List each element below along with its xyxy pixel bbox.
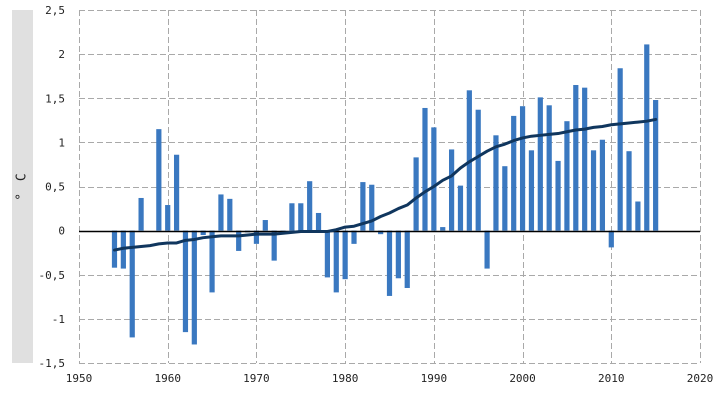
grid [79,10,701,364]
bar [156,129,162,231]
y-tick-label: 1 [58,136,65,149]
bar [218,194,224,231]
bar [484,230,490,269]
y-tick-label: 2,5 [45,4,65,17]
bar [182,230,189,333]
bar [599,139,606,231]
bar [289,203,295,231]
bar-series [111,44,659,345]
bar [369,184,375,231]
bar [298,203,304,231]
bar [608,230,614,248]
bar [386,230,393,296]
trend-line [112,117,658,252]
bar [555,160,561,231]
bar [440,227,446,231]
y-axis-label-band [12,10,33,363]
bar [475,109,481,231]
bar [360,182,366,231]
y-tick-label: 2 [58,48,65,61]
bar [546,105,552,231]
bar [342,230,348,280]
bar [644,44,650,231]
bar [333,230,339,293]
x-tick-label: 2010 [598,372,625,385]
bar [582,87,588,231]
bar [431,127,437,231]
bar [449,149,455,231]
bar [324,230,330,278]
bar [519,106,526,231]
bar [227,198,233,231]
bar [502,166,508,231]
y-tick-label: -1,5 [39,357,66,370]
bar [271,230,277,261]
bar [635,201,641,231]
bar [262,220,268,231]
bar [537,97,543,231]
bar [626,151,632,231]
x-tick-label: 1950 [66,372,93,385]
bar [165,205,171,231]
bar [511,115,517,231]
bar [653,100,659,231]
x-tick-label: 1980 [332,372,359,385]
bar [315,212,322,231]
bar [617,68,623,231]
bar [493,135,499,231]
y-tick-labels: -1,5 -1 -0,5 0 0,5 1 1,5 2 2,5 [39,4,66,370]
bar [378,230,384,235]
x-tick-label: 2020 [687,372,714,385]
bar [129,230,135,338]
bar [395,230,401,279]
y-tick-label: -1 [52,313,65,326]
bar [191,230,197,345]
bar [138,197,144,231]
bar [590,150,597,231]
bar [307,181,313,231]
bar [422,107,428,231]
x-tick-labels: 1950 1960 1970 1980 1990 2000 2010 2020 [66,372,714,385]
bar [236,230,242,251]
y-tick-label: 0,5 [45,181,65,194]
x-tick-label: 1990 [421,372,448,385]
bar [173,154,180,231]
bar [253,230,260,244]
x-tick-label: 1970 [243,372,270,385]
bar [573,85,579,231]
x-tick-label: 1960 [154,372,181,385]
bar [200,230,206,236]
y-tick-label: -0,5 [39,269,66,282]
bar [457,185,464,231]
bar [528,150,535,231]
bar [564,121,570,231]
bar [413,157,419,231]
bar [209,230,215,293]
bar [404,230,410,288]
x-tick-label: 2000 [509,372,536,385]
bar [351,230,357,244]
y-tick-label: 1,5 [45,92,65,105]
y-tick-label: 0 [58,225,65,238]
